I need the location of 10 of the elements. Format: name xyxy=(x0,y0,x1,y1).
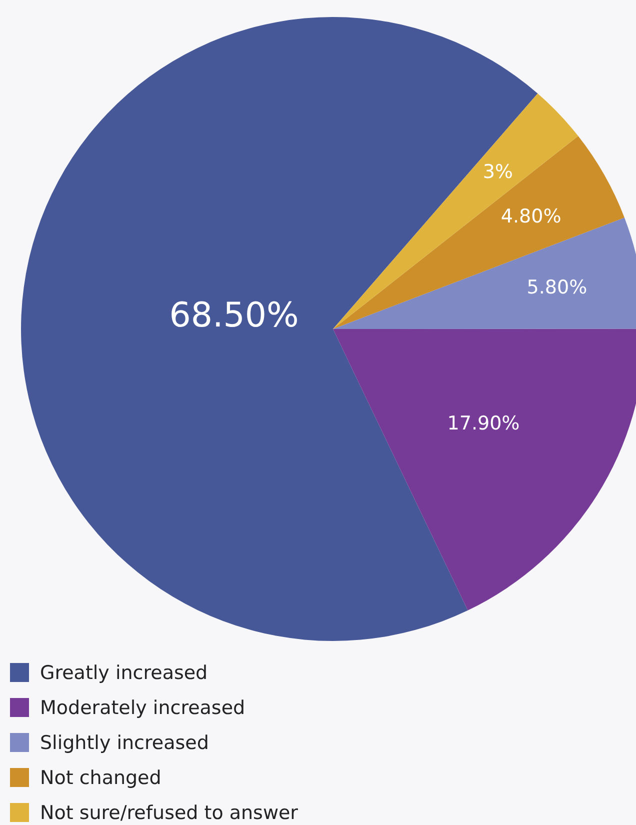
legend-label: Not changed xyxy=(40,766,162,788)
legend-label: Slightly increased xyxy=(40,732,209,754)
data-label: 5.80% xyxy=(526,276,588,299)
data-label: 4.80% xyxy=(500,206,562,228)
data-label: 3% xyxy=(482,160,514,183)
data-label: 17.90% xyxy=(447,412,520,435)
legend-label: Not sure/refused to answer xyxy=(40,802,298,824)
legend-label: Greatly increased xyxy=(40,662,208,684)
data-label: 68.50% xyxy=(169,296,299,336)
legend-label: Moderately increased xyxy=(40,696,246,718)
